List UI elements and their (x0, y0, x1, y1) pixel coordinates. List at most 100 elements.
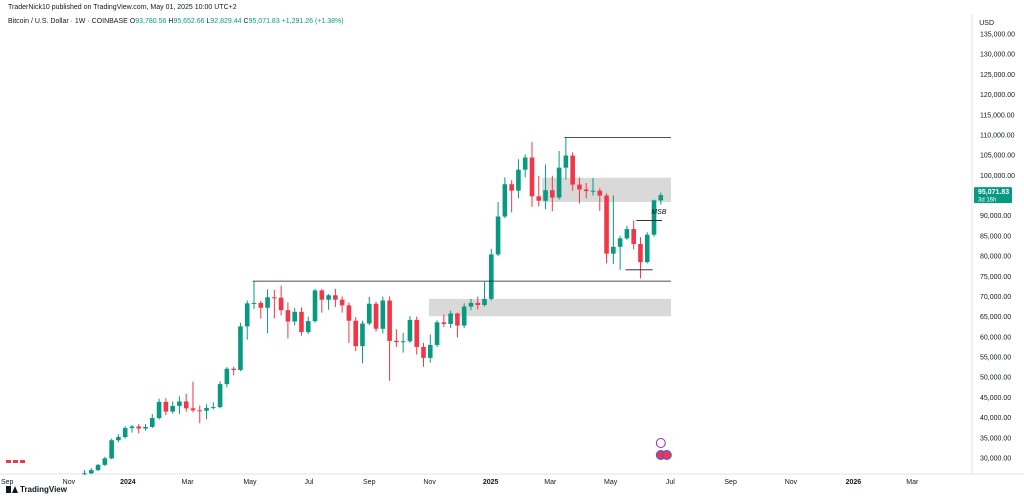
candle-body (563, 155, 569, 168)
price-tick-label: 85,000.00 (980, 233, 1011, 240)
price-tick-label: 90,000.00 (980, 213, 1011, 220)
price-tick-label: 130,000.00 (980, 52, 1015, 59)
price-tick-label: 40,000.00 (980, 415, 1011, 422)
candle-body (407, 319, 413, 342)
candle-body (150, 418, 155, 427)
candle-body (183, 401, 189, 409)
candle-body (644, 234, 650, 263)
high-value: 95,652.66 (173, 18, 205, 25)
candle-body (136, 426, 142, 429)
open-value: 93,780.56 (135, 18, 167, 25)
candle-body (658, 195, 664, 201)
candle-body (326, 295, 331, 300)
candle-body (543, 190, 548, 201)
candle-body (570, 155, 575, 185)
time-tick-label: May (604, 479, 618, 486)
tradingview-mark-icon (6, 486, 18, 493)
candle-body (217, 384, 223, 408)
time-tick-label: 2025 (483, 479, 499, 486)
candle-body (550, 190, 555, 198)
candle-body (116, 437, 121, 441)
candle-body (455, 313, 460, 326)
candle-body (265, 297, 270, 308)
change-value: +1,291.26 (+1.38%) (281, 18, 344, 25)
candle-body (95, 464, 101, 471)
candle-body (434, 322, 440, 345)
candle-body (190, 408, 196, 411)
price-tick-label: 55,000.00 (980, 355, 1011, 362)
symbol-name: Bitcoin / U.S. Dollar · 1W · COINBASE (8, 18, 128, 25)
candle-body (597, 190, 603, 196)
open-label: O (129, 18, 136, 25)
candle-body (380, 300, 386, 329)
candle-body (461, 306, 467, 326)
candle-body (536, 196, 542, 201)
candle-body (224, 368, 230, 385)
candle-body (299, 311, 304, 333)
supply-demand-zone (428, 298, 671, 317)
candle-body (387, 300, 392, 341)
candle-body (353, 320, 358, 347)
current-price-tag (974, 187, 1012, 204)
time-tick-label: Nov (63, 479, 76, 486)
candle-body (238, 326, 243, 370)
candle-body (82, 473, 87, 475)
candle-body (495, 216, 501, 255)
time-tick-label: Nov (785, 479, 798, 486)
candle-body (373, 303, 379, 329)
event-marker (6, 460, 11, 463)
candle-body (346, 305, 352, 321)
price-tick-label: 110,000.00 (980, 132, 1015, 139)
high-label: H (168, 18, 174, 25)
tradingview-logo[interactable]: TradingView (6, 485, 67, 494)
candle-body (177, 401, 182, 406)
candle-body (583, 189, 589, 192)
time-tick-label: 2026 (846, 479, 862, 486)
candle-body (394, 340, 399, 343)
price-tick-label: 45,000.00 (980, 395, 1011, 402)
candle-body (441, 322, 447, 324)
time-tick-label: Sep (724, 479, 737, 486)
candle-body (143, 426, 148, 429)
countdown-label: 3d 16h (978, 198, 996, 204)
price-tick-label: 70,000.00 (980, 294, 1011, 301)
time-tick-label: May (243, 479, 257, 486)
price-tick-label: 100,000.00 (980, 173, 1015, 180)
us-flag-icon (661, 450, 672, 460)
price-tick-label: 120,000.00 (980, 92, 1015, 99)
candle-body (258, 302, 264, 308)
candle-body (468, 302, 474, 307)
price-tick-label: 30,000.00 (980, 456, 1011, 463)
candle-body (489, 254, 494, 299)
candle-body (529, 157, 535, 197)
event-icon (655, 438, 666, 448)
candle-body (109, 440, 114, 459)
time-tick-label: Sep (363, 479, 376, 486)
candle-body (285, 310, 291, 322)
candle-body (651, 200, 657, 235)
candle-body (482, 298, 487, 305)
candle-body (617, 238, 623, 247)
time-tick-label: Jul (666, 479, 675, 486)
msb-annotation: MSB (651, 209, 667, 216)
candle-body (211, 407, 216, 409)
price-tick-label: 125,000.00 (980, 72, 1015, 79)
candle-body (231, 368, 236, 370)
candle-body (170, 405, 175, 412)
time-tick-label: 2024 (120, 479, 136, 486)
symbol-legend: Bitcoin / U.S. Dollar · 1W · COINBASE O9… (8, 18, 344, 25)
candle-body (631, 229, 636, 244)
price-tick-label: 115,000.00 (980, 112, 1015, 119)
time-tick-label: Jul (304, 479, 313, 486)
publisher-line: TraderNick10 published on TradingView.co… (8, 4, 237, 11)
candle-body (319, 290, 325, 300)
time-tick-label: Mar (906, 479, 919, 486)
candle-body (502, 184, 508, 217)
candle-body (333, 295, 338, 300)
candle-body (292, 311, 297, 322)
currency-label[interactable]: USD (979, 20, 994, 27)
time-tick-label: Mar (544, 479, 557, 486)
price-tick-label: 60,000.00 (980, 334, 1011, 341)
